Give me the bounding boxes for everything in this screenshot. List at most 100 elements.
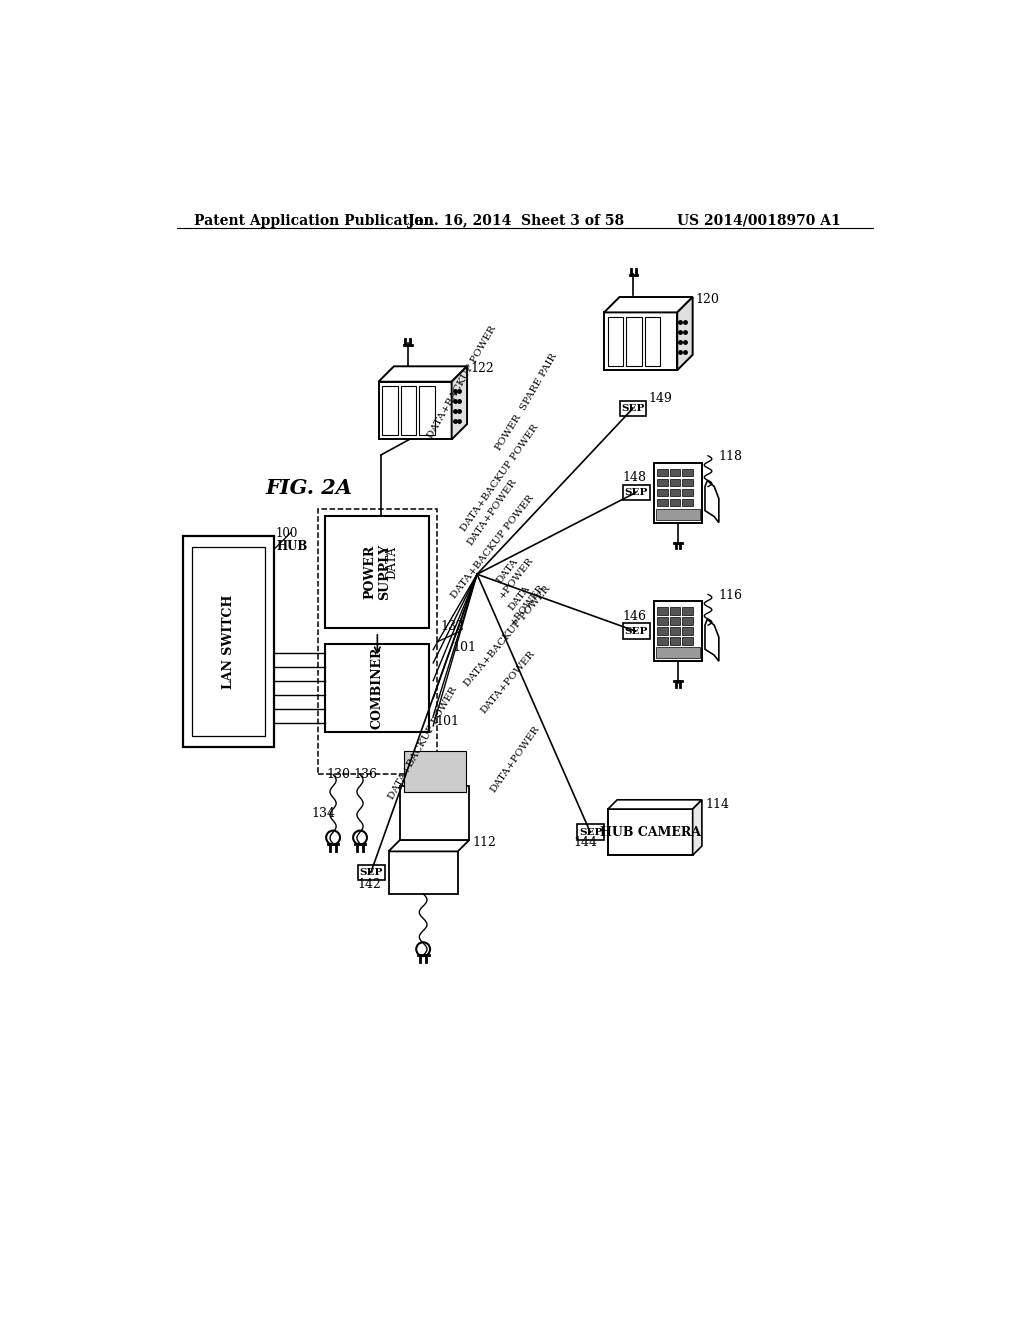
Text: DATA+BACKUP POWER: DATA+BACKUP POWER — [460, 422, 541, 533]
Text: POWER: POWER — [494, 412, 522, 451]
Polygon shape — [452, 367, 467, 440]
Bar — [682, 479, 692, 487]
Bar — [670, 479, 680, 487]
Polygon shape — [705, 480, 719, 523]
Bar — [657, 638, 668, 645]
Text: DATA+BACKUP POWER: DATA+BACKUP POWER — [426, 323, 498, 440]
Bar — [326, 516, 429, 628]
Text: 132: 132 — [440, 619, 464, 632]
Bar — [682, 499, 692, 507]
Bar — [670, 607, 680, 615]
Text: DATA
+POWER: DATA +POWER — [488, 549, 535, 599]
Bar — [670, 638, 680, 645]
Text: DATA+BACKUP POWER: DATA+BACKUP POWER — [450, 494, 536, 601]
Bar — [604, 313, 677, 370]
Bar — [357, 865, 385, 880]
Bar — [183, 536, 273, 747]
Bar — [682, 618, 692, 626]
Bar — [326, 644, 429, 733]
Bar — [645, 317, 660, 366]
Bar — [608, 809, 692, 855]
Bar — [657, 469, 668, 477]
Text: 149: 149 — [648, 392, 672, 405]
Text: 100: 100 — [276, 527, 298, 540]
Bar — [419, 387, 435, 434]
Text: DATA+BACKUP POWER: DATA+BACKUP POWER — [463, 583, 553, 688]
Text: DATA+POWER: DATA+POWER — [479, 649, 537, 715]
Polygon shape — [608, 800, 701, 809]
Text: Patent Application Publication: Patent Application Publication — [194, 214, 433, 228]
Text: DATA+POWER: DATA+POWER — [466, 478, 519, 548]
Text: SEP: SEP — [359, 869, 383, 876]
Bar — [623, 484, 649, 500]
Bar — [682, 627, 692, 635]
Text: 122: 122 — [470, 363, 494, 375]
Text: DATA+POWER: DATA+POWER — [489, 723, 542, 795]
Text: 114: 114 — [705, 797, 729, 810]
Bar — [670, 499, 680, 507]
Text: 101: 101 — [453, 640, 476, 653]
Bar — [654, 601, 701, 661]
Text: 144: 144 — [573, 836, 597, 849]
Bar — [400, 387, 416, 434]
Text: FIG. 2A: FIG. 2A — [265, 478, 352, 498]
Bar — [657, 479, 668, 487]
Text: 116: 116 — [719, 589, 742, 602]
Polygon shape — [400, 785, 469, 840]
Bar — [654, 462, 701, 523]
Bar — [657, 627, 668, 635]
Bar — [682, 488, 692, 496]
Bar — [670, 618, 680, 626]
Bar — [657, 618, 668, 626]
Bar — [578, 825, 604, 840]
Text: 148: 148 — [623, 471, 646, 484]
Bar — [623, 623, 649, 639]
Bar — [317, 508, 437, 775]
Bar — [670, 627, 680, 635]
Text: DATA
+POWER: DATA +POWER — [500, 576, 547, 627]
Bar — [627, 317, 642, 366]
Text: 130: 130 — [327, 768, 351, 781]
Text: DATA: DATA — [386, 546, 398, 579]
Bar — [620, 401, 646, 416]
Bar — [388, 851, 458, 894]
Bar — [382, 387, 397, 434]
Text: Jan. 16, 2014  Sheet 3 of 58: Jan. 16, 2014 Sheet 3 of 58 — [408, 214, 624, 228]
Bar — [670, 469, 680, 477]
Bar — [656, 647, 699, 659]
Text: COMBINER: COMBINER — [371, 647, 384, 729]
Polygon shape — [604, 297, 692, 313]
Bar — [657, 499, 668, 507]
Polygon shape — [692, 800, 701, 855]
Polygon shape — [677, 297, 692, 370]
Bar — [682, 607, 692, 615]
Text: 146: 146 — [623, 610, 646, 623]
Text: HUB: HUB — [276, 540, 307, 553]
Bar — [608, 317, 624, 366]
Text: SEP: SEP — [625, 627, 648, 636]
Bar — [657, 488, 668, 496]
Text: 112: 112 — [472, 836, 497, 849]
Bar — [682, 638, 692, 645]
Text: SPARE PAIR: SPARE PAIR — [519, 351, 559, 412]
Text: SEP: SEP — [625, 488, 648, 498]
Polygon shape — [705, 619, 719, 661]
Text: SEP: SEP — [579, 828, 602, 837]
Text: LAN SWITCH: LAN SWITCH — [222, 594, 234, 689]
Text: 136: 136 — [354, 768, 378, 781]
Text: US 2014/0018970 A1: US 2014/0018970 A1 — [677, 214, 841, 228]
Text: POWER
SUPPLY: POWER SUPPLY — [364, 544, 391, 601]
Bar — [670, 488, 680, 496]
Bar — [403, 751, 466, 792]
Polygon shape — [379, 367, 467, 381]
Text: 118: 118 — [719, 450, 742, 463]
Bar — [657, 607, 668, 615]
Bar — [682, 469, 692, 477]
Polygon shape — [388, 840, 469, 851]
Text: 120: 120 — [695, 293, 720, 306]
Text: 134: 134 — [311, 807, 336, 820]
Text: 142: 142 — [357, 878, 382, 891]
Text: SEP: SEP — [622, 404, 645, 413]
Text: 101: 101 — [435, 715, 460, 729]
Bar — [379, 381, 452, 440]
